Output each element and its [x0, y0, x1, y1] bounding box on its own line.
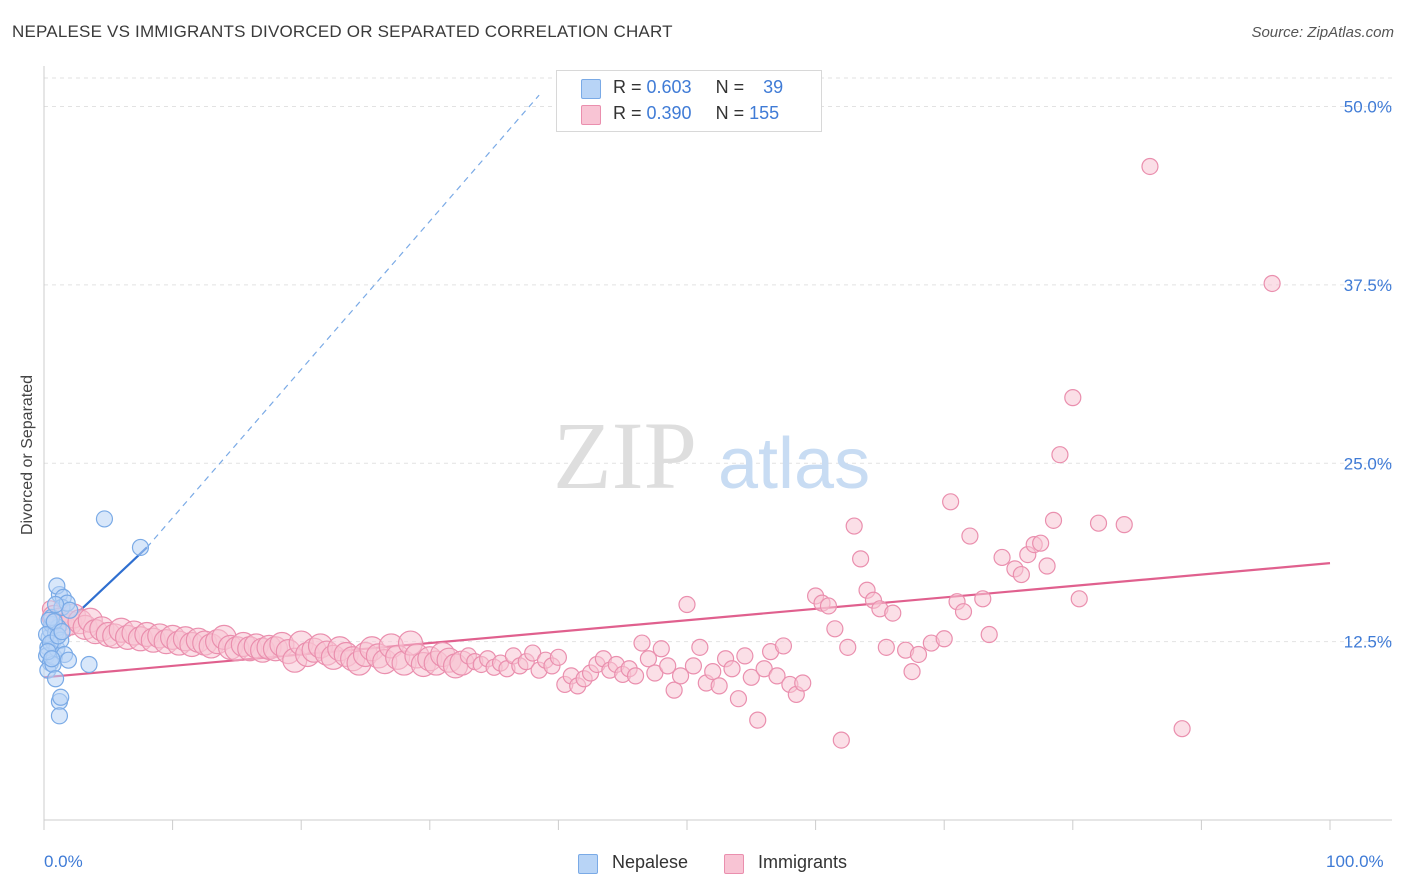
immigrants-point	[819, 597, 838, 615]
immigrants-point	[665, 681, 683, 699]
bottom-legend-swatch-nepalese	[578, 854, 598, 874]
legend-r-value: 0.603	[646, 77, 692, 97]
immigrants-point	[1012, 565, 1030, 584]
immigrants-point	[652, 640, 670, 658]
immigrants-point	[691, 638, 709, 656]
immigrants-point	[877, 638, 895, 656]
immigrants-point	[935, 630, 953, 648]
nepalese-point	[95, 510, 114, 528]
immigrants-point	[1038, 557, 1056, 575]
immigrants-point	[1064, 389, 1082, 407]
chart-title: NEPALESE VS IMMIGRANTS DIVORCED OR SEPAR…	[12, 22, 673, 41]
immigrants-point	[884, 604, 902, 622]
x-tick-min: 0.0%	[44, 852, 83, 871]
immigrants-point	[961, 527, 979, 545]
immigrants-point	[942, 493, 960, 511]
immigrants-point	[736, 647, 754, 665]
bottom-legend-label-nepalese: Nepalese	[612, 852, 689, 872]
trend-lines	[43, 94, 1331, 679]
immigrants-point	[954, 603, 973, 621]
y-tick-label: 50.0%	[1344, 98, 1392, 117]
immigrants-point	[671, 667, 690, 685]
nepalese-point	[53, 623, 71, 641]
legend-r-label: R =	[613, 103, 647, 123]
x-tick-max: 100.0%	[1326, 852, 1384, 871]
legend-n-value: 155	[749, 103, 780, 123]
immigrants-point	[1141, 157, 1159, 176]
nepalese-point	[43, 650, 61, 668]
y-tick-labels: 12.5% 25.0% 37.5% 50.0%	[1344, 98, 1392, 652]
nepalese-point	[80, 655, 98, 674]
watermark: ZIP atlas	[553, 402, 870, 509]
immigrants-point	[852, 550, 870, 568]
immigrants-point	[1263, 274, 1281, 293]
immigrants-point	[1032, 534, 1050, 552]
immigrants-point	[845, 517, 863, 535]
legend-n-label: N =	[715, 103, 750, 123]
immigrants-point	[742, 668, 760, 686]
nepalese-point	[52, 688, 70, 706]
nepalese-point	[46, 670, 65, 688]
immigrants-point	[1115, 516, 1133, 534]
immigrants-point	[626, 667, 645, 685]
immigrants-point	[1173, 720, 1191, 738]
watermark-atlas: atlas	[718, 424, 870, 504]
immigrants-point	[974, 590, 992, 608]
immigrants-point	[1070, 590, 1088, 608]
immigrants-point	[1044, 511, 1063, 529]
bottom-legend-swatch-immigrants	[724, 854, 744, 874]
immigrants-point	[684, 657, 703, 675]
nepalese-trend-extension	[146, 94, 540, 548]
gridlines	[44, 77, 1392, 643]
y-tick-label: 37.5%	[1344, 276, 1392, 295]
legend-r-value: 0.390	[646, 103, 692, 123]
legend-n-value: 39	[763, 77, 784, 97]
immigrants-point	[755, 660, 773, 678]
immigrants-point	[993, 548, 1011, 567]
immigrants-points	[41, 157, 1281, 749]
legend-swatch-nepalese	[581, 79, 601, 99]
immigrants-point	[646, 664, 664, 682]
immigrants-point	[832, 731, 850, 749]
immigrants-point	[704, 662, 722, 681]
immigrants-point	[659, 657, 677, 675]
watermark-zip: ZIP	[553, 402, 697, 509]
nepalese-point	[50, 707, 69, 725]
immigrants-point	[826, 620, 844, 638]
legend-n-label: N =	[715, 77, 750, 97]
y-tick-label: 12.5%	[1344, 633, 1392, 652]
immigrants-point	[729, 690, 748, 708]
immigrants-point	[639, 650, 658, 668]
nepalese-point	[46, 595, 65, 614]
stats-legend: R = 0.603 N = 39 R = 0.390 N = 155	[556, 70, 822, 132]
nepalese-point	[59, 651, 78, 669]
nepalese-point	[131, 538, 150, 557]
immigrants-point	[524, 644, 542, 662]
immigrants-point	[710, 677, 728, 695]
immigrants-point	[678, 595, 696, 614]
immigrants-point	[909, 645, 928, 664]
immigrants-point	[1089, 514, 1108, 532]
immigrants-point	[794, 674, 812, 692]
immigrants-point	[768, 667, 786, 685]
immigrants-point	[903, 662, 921, 681]
immigrants-point	[980, 625, 998, 644]
legend-r-label: R =	[613, 77, 647, 97]
immigrants-point	[749, 711, 767, 729]
y-tick-label: 25.0%	[1344, 454, 1392, 473]
nepalese-points	[37, 510, 150, 725]
immigrants-point	[723, 660, 741, 678]
immigrants-point	[774, 637, 793, 655]
axes	[43, 66, 1392, 830]
chart-source: Source: ZipAtlas.com	[1251, 24, 1394, 41]
immigrants-point	[633, 634, 651, 652]
legend-swatch-immigrants	[581, 105, 601, 125]
bottom-legend-label-immigrants: Immigrants	[758, 852, 848, 872]
immigrants-point	[549, 648, 568, 666]
immigrants-point	[1051, 446, 1069, 464]
immigrants-point	[839, 638, 857, 656]
